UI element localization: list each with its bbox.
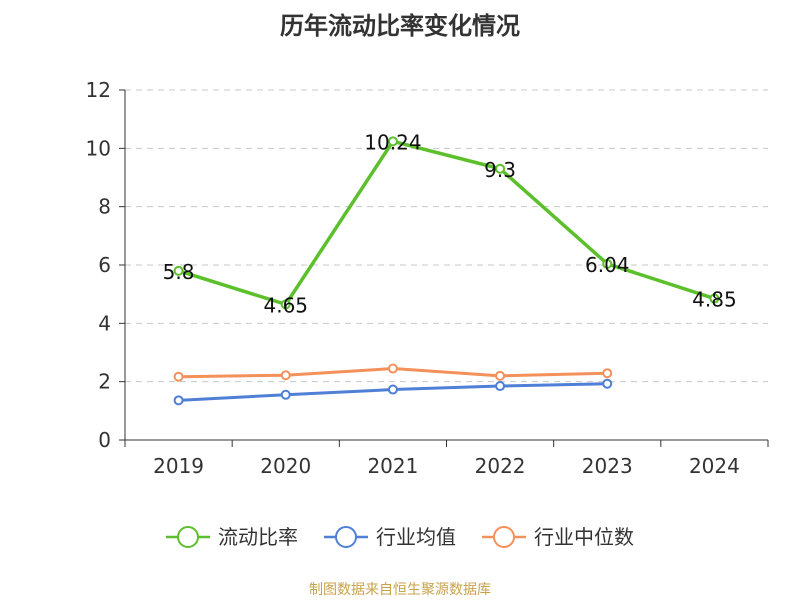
series-line [178,139,715,307]
y-tick-label: 4 [98,311,111,335]
chart-title: 历年流动比率变化情况 [280,12,520,40]
grid-layer [125,89,768,383]
x-tick-label: 2021 [367,454,418,478]
legend-label: 行业均值 [376,525,456,549]
data-label: 5.8 [163,260,195,284]
y-tick-label: 6 [98,253,111,277]
data-point [495,370,506,381]
y-tick-label: 10 [86,136,111,160]
data-point [280,370,291,381]
data-label: 4.85 [692,288,737,312]
series-layer [173,136,720,406]
data-label: 4.65 [263,293,308,317]
data-point [173,395,184,406]
data-point [495,163,506,174]
x-tick-label: 2022 [475,454,526,478]
data-point [280,299,291,310]
x-tick-label: 2020 [260,454,311,478]
legend-item: 流动比率 [166,525,298,549]
legend-marker [493,526,515,548]
data-point [387,384,398,395]
data-point [173,265,184,276]
axis-layer: 0 2 4 6 8 10 12 2019 2020 2021 2022 2023 2024 [86,78,769,478]
data-point [495,381,506,392]
data-label: 9.3 [484,158,516,182]
data-label: 10.24 [364,130,421,154]
data-point [709,293,720,304]
x-tick-label: 2023 [582,454,633,478]
data-point [602,258,613,269]
data-point [173,371,184,382]
legend-marker [177,526,199,548]
source-note: 制图数据来自恒生聚源数据库 [309,582,491,598]
legend-item: 行业中位数 [482,525,634,549]
y-tick-label: 2 [98,370,111,394]
data-point [602,368,613,379]
data-label: 6.04 [585,253,630,277]
y-tick-label: 8 [98,195,111,219]
data-point [387,363,398,374]
data-point [387,136,398,147]
y-tick-label: 12 [86,78,111,102]
x-tick-label: 2019 [153,454,204,478]
data-point [280,389,291,400]
legend-label: 流动比率 [218,525,298,549]
x-tick-label: 2024 [689,454,740,478]
legend-item: 行业均值 [324,525,456,549]
data-label-layer: 5.8 4.65 10.24 9.3 6.04 4.85 [163,130,737,317]
legend: 流动比率 行业均值 行业中位数 [166,525,634,549]
legend-label: 行业中位数 [534,525,634,549]
legend-marker [335,526,357,548]
y-tick-label: 0 [98,428,111,452]
data-point [602,378,613,389]
